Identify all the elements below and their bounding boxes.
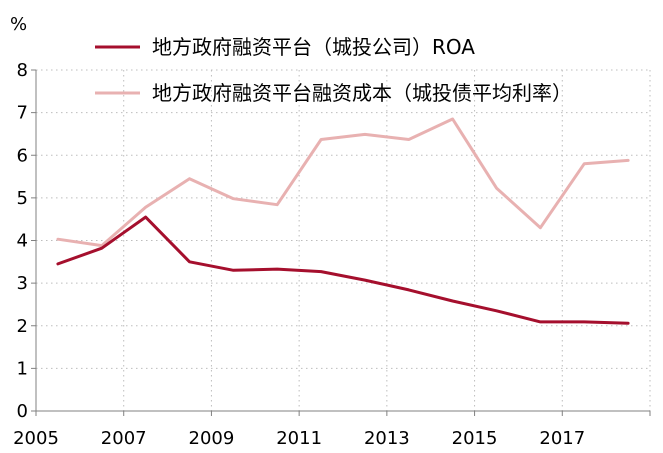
x-tick-labels: 2005 2007 2009 2011 2013 2015 2017 — [13, 428, 585, 449]
x-tick-label: 2015 — [452, 428, 498, 449]
series-line-1 — [56, 215, 630, 325]
y-tick-label: 5 — [17, 188, 28, 209]
y-axis-unit-label: % — [10, 14, 27, 35]
y-tick-label: 7 — [17, 103, 28, 124]
x-tick-label: 2017 — [539, 428, 585, 449]
x-tick-label: 2009 — [189, 428, 235, 449]
series-lines — [56, 117, 630, 325]
y-tick-label: 6 — [17, 145, 28, 166]
y-tick-label: 4 — [17, 231, 28, 252]
y-tick-label: 3 — [17, 273, 28, 294]
y-tick-label: 2 — [17, 316, 28, 337]
legend-label-1: 地方政府融资平台（城投公司）ROA — [152, 35, 475, 59]
y-tick-labels: 0 1 2 3 4 5 6 7 8 — [17, 60, 28, 422]
legend-label-2: 地方政府融资平台融资成本（城投债平均利率） — [152, 81, 572, 105]
legend: 地方政府融资平台（城投公司）ROA 地方政府融资平台融资成本（城投债平均利率） — [95, 35, 572, 105]
x-tick-label: 2011 — [276, 428, 322, 449]
grid-lines — [36, 69, 651, 411]
axes — [31, 69, 651, 416]
y-tick-label: 0 — [17, 401, 28, 422]
x-tick-label: 2007 — [101, 428, 147, 449]
y-tick-label: 8 — [17, 60, 28, 81]
y-tick-label: 1 — [17, 358, 28, 379]
series-line-2 — [56, 117, 630, 248]
x-tick-label: 2005 — [13, 428, 59, 449]
x-tick-label: 2013 — [364, 428, 410, 449]
